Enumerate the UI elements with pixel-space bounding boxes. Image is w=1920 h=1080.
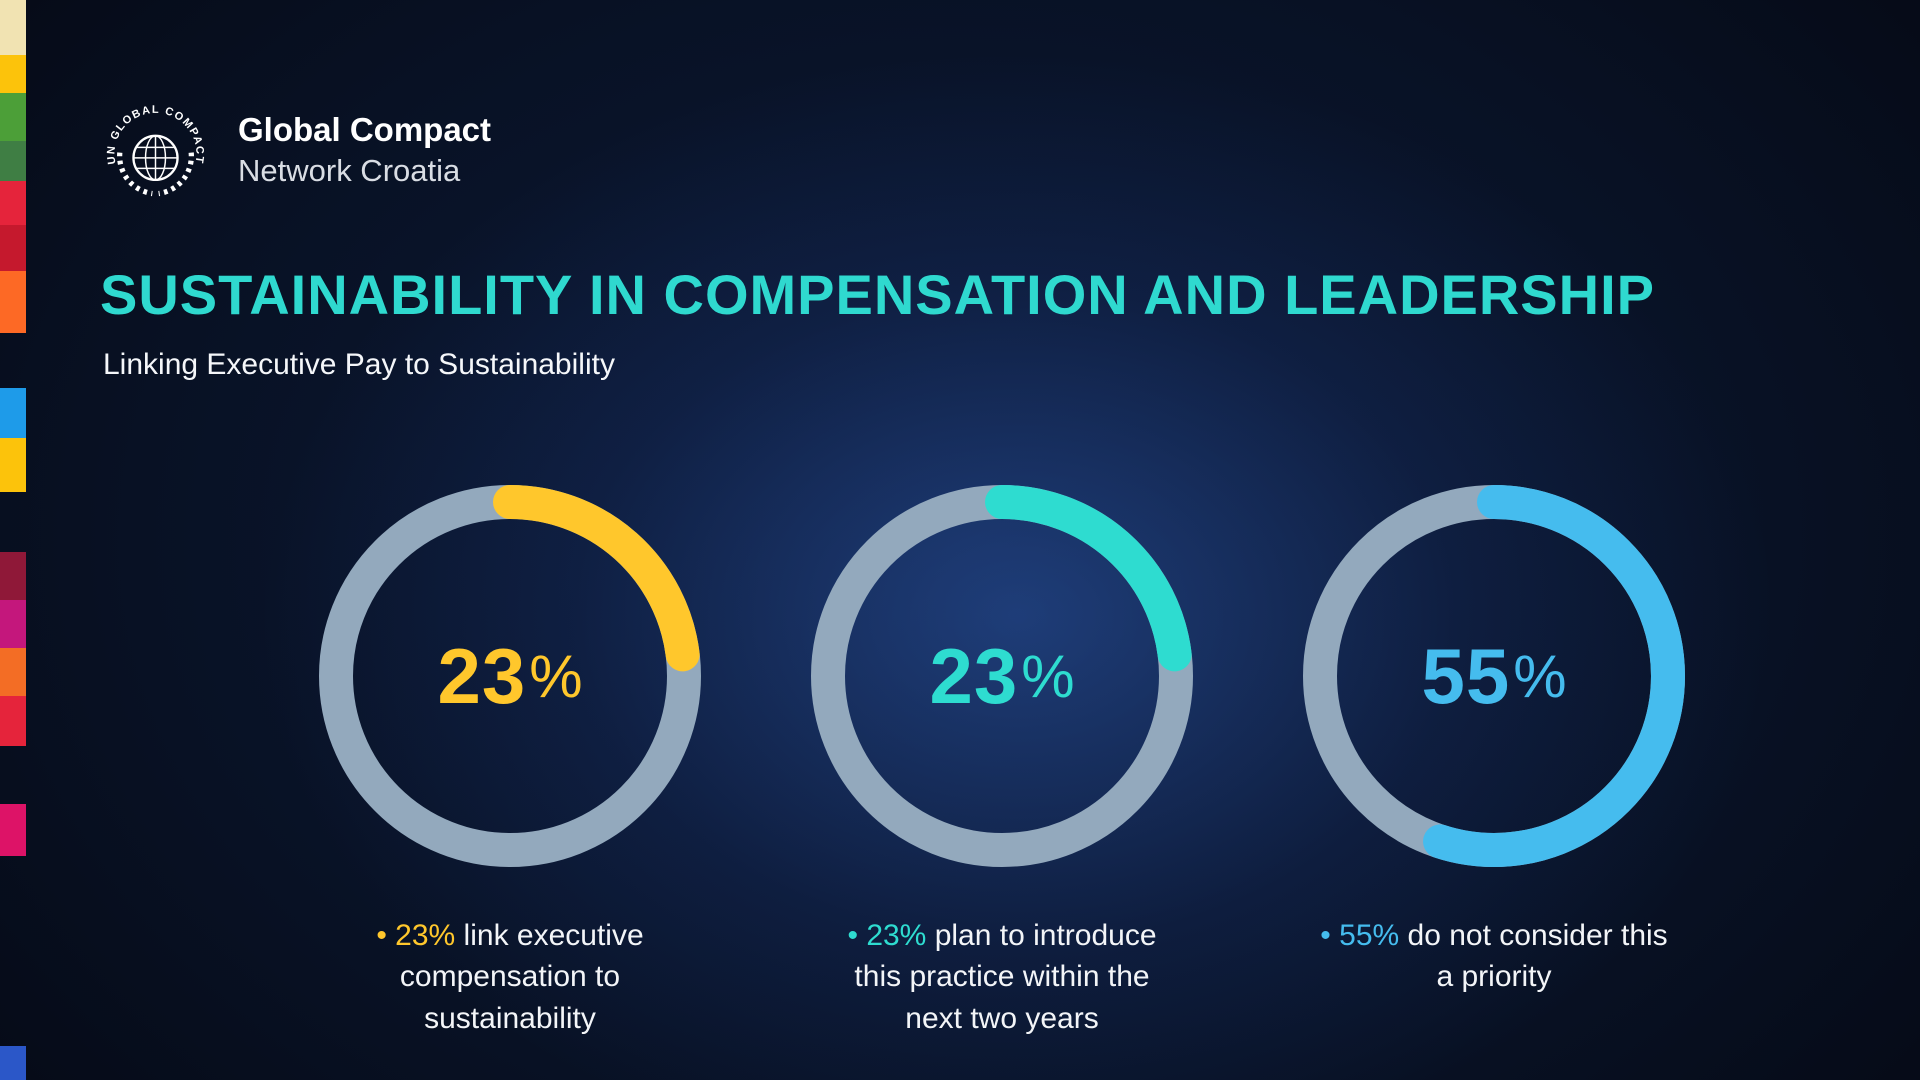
caption-text: link executive compensation to sustainab… bbox=[399, 919, 644, 1035]
donut-arc bbox=[1303, 485, 1685, 867]
sdg-strip-segment bbox=[0, 0, 26, 55]
donut-ring-wrap: 23% bbox=[319, 485, 701, 867]
sdg-strip-segment bbox=[0, 696, 26, 746]
sdg-strip-segment bbox=[0, 648, 26, 696]
sdg-strip-segment bbox=[0, 225, 26, 271]
donut-caption: • 55% do not consider this a priority bbox=[1318, 915, 1670, 998]
donut-caption: • 23% plan to introduce this practice wi… bbox=[826, 915, 1178, 1039]
sdg-strip-segment bbox=[0, 804, 26, 856]
sdg-strip-segment bbox=[0, 492, 26, 552]
sdg-strip-segment bbox=[0, 181, 26, 225]
logo: UN GLOBAL COMPACT Global Compact Network… bbox=[103, 98, 491, 203]
sdg-strip-segment bbox=[0, 746, 26, 804]
page-title: SUSTAINABILITY IN COMPENSATION AND LEADE… bbox=[100, 263, 1656, 326]
sdg-strip-segment bbox=[0, 333, 26, 388]
caption-bullet: • bbox=[376, 919, 396, 952]
donut-ring bbox=[1303, 485, 1685, 867]
caption-value: 55% bbox=[1339, 919, 1400, 952]
donut-percent-sign: % bbox=[1513, 642, 1567, 710]
sdg-strip-segment bbox=[0, 141, 26, 181]
donut-value: 55% bbox=[1303, 485, 1685, 867]
donut-chart-2: 23% • 23% plan to introduce this practic… bbox=[811, 485, 1193, 1039]
sdg-strip-segment bbox=[0, 93, 26, 141]
un-global-compact-logo-icon: UN GLOBAL COMPACT bbox=[105, 104, 204, 197]
donut-ring-wrap: 23% bbox=[811, 485, 1193, 867]
donut-number: 23 bbox=[437, 631, 527, 720]
sdg-strip-segment bbox=[0, 552, 26, 600]
donut-value: 23% bbox=[811, 485, 1193, 867]
sdg-strip-segment bbox=[0, 1046, 26, 1080]
donut-chart-1: 23% • 23% link executive compensation to… bbox=[319, 485, 701, 1039]
donut-number: 55 bbox=[1421, 631, 1511, 720]
sdg-strip-segment bbox=[0, 55, 26, 93]
laurel-left-icon bbox=[117, 152, 153, 197]
donut-percent-sign: % bbox=[1021, 642, 1075, 710]
sdg-strip-segment bbox=[0, 388, 26, 438]
sdg-strip-segment bbox=[0, 856, 26, 1046]
sdg-strip bbox=[0, 0, 26, 1080]
donut-caption: • 23% link executive compensation to sus… bbox=[334, 915, 686, 1039]
caption-text: plan to introduce this practice within t… bbox=[854, 919, 1157, 1035]
donut-arc bbox=[319, 485, 701, 867]
donut-ring bbox=[319, 485, 701, 867]
logo-network-name: Network Croatia bbox=[238, 153, 461, 189]
sdg-strip-segment bbox=[0, 438, 26, 492]
logo-text: Global Compact Network Croatia bbox=[238, 111, 491, 189]
caption-value: 23% bbox=[395, 919, 456, 952]
donut-charts-row: 23% • 23% link executive compensation to… bbox=[319, 485, 1685, 1039]
donut-ring bbox=[811, 485, 1193, 867]
donut-chart-3: 55% • 55% do not consider this a priorit… bbox=[1303, 485, 1685, 1039]
sdg-strip-segment bbox=[0, 600, 26, 648]
caption-bullet: • bbox=[1320, 919, 1340, 952]
donut-number: 23 bbox=[929, 631, 1019, 720]
sdg-strip-segment bbox=[0, 271, 26, 333]
laurel-right-icon bbox=[158, 152, 194, 197]
page-subtitle: Linking Executive Pay to Sustainability bbox=[103, 348, 615, 381]
caption-bullet: • bbox=[847, 919, 867, 952]
donut-percent-sign: % bbox=[529, 642, 583, 710]
donut-ring-wrap: 55% bbox=[1303, 485, 1685, 867]
donut-arc bbox=[811, 485, 1193, 867]
caption-value: 23% bbox=[866, 919, 927, 952]
donut-value: 23% bbox=[319, 485, 701, 867]
caption-text: do not consider this a priority bbox=[1399, 919, 1668, 994]
logo-org-name: Global Compact bbox=[238, 111, 492, 149]
